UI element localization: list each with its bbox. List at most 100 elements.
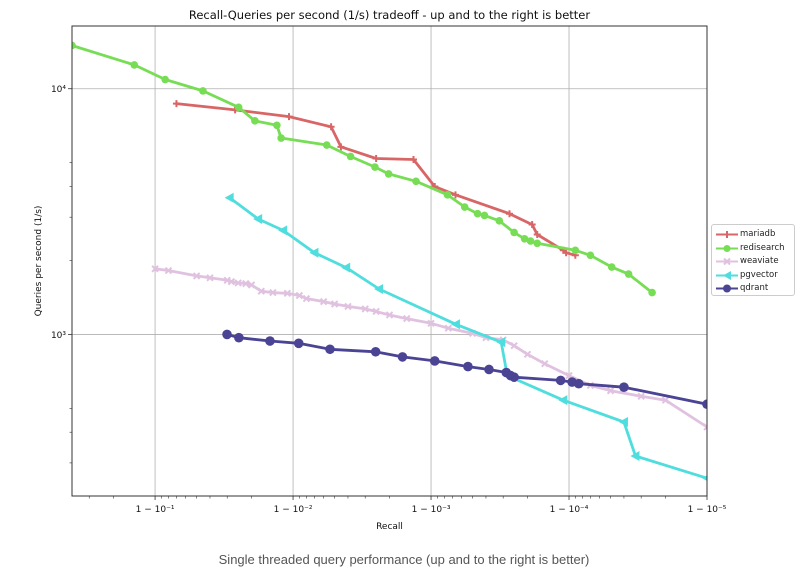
data-point-redisearch: [412, 177, 420, 186]
data-point-qdrant: [509, 372, 519, 382]
data-point-redisearch: [384, 170, 393, 178]
data-point-redisearch: [273, 121, 281, 130]
data-point-mariadb: [409, 156, 417, 164]
data-point-qdrant: [265, 336, 275, 346]
data-point-pgvector: [253, 213, 263, 224]
grid: [72, 26, 708, 496]
data-point-mariadb: [533, 231, 541, 239]
data-point-weaviate: [151, 265, 159, 273]
data-point-weaviate: [523, 350, 532, 359]
data-point-weaviate: [703, 423, 707, 431]
data-point-redisearch: [199, 87, 207, 95]
data-point-mariadb: [327, 123, 335, 131]
data-point-redisearch: [624, 270, 633, 278]
data-point-weaviate: [403, 314, 411, 323]
data-point-redisearch: [346, 152, 355, 161]
data-point-weaviate: [344, 302, 352, 311]
data-point-redisearch: [322, 141, 331, 149]
data-point-qdrant: [293, 338, 304, 349]
data-point-redisearch: [371, 163, 379, 171]
data-point-mariadb: [528, 221, 536, 229]
data-point-redisearch: [72, 41, 76, 50]
data-point-qdrant: [429, 356, 440, 366]
data-point-weaviate: [302, 294, 311, 303]
series-pgvector: [224, 192, 707, 481]
y-axis-label: Queries per second (1/s): [34, 206, 44, 317]
data-point-weaviate: [206, 274, 214, 282]
plot-frame: [71, 25, 708, 497]
legend-marker-pgvector: [716, 270, 738, 280]
data-point-mariadb: [451, 191, 459, 199]
series-line-pgvector: [228, 196, 707, 480]
data-point-weaviate: [427, 319, 435, 328]
data-point-qdrant: [573, 378, 584, 389]
data-point-qdrant: [555, 375, 566, 386]
series-weaviate: [151, 265, 707, 431]
series-layer: [72, 41, 707, 481]
legend-marker-redisearch: [716, 244, 738, 252]
data-point-redisearch: [526, 237, 535, 245]
data-point-redisearch: [460, 203, 469, 211]
data-point-pgvector: [450, 319, 460, 330]
data-point-pgvector: [618, 417, 628, 428]
data-point-weaviate: [295, 291, 304, 300]
legend-label-weaviate: weaviate: [740, 256, 779, 266]
data-point-redisearch: [473, 209, 482, 218]
legend-item-pgvector: pgvector: [712, 269, 796, 282]
data-point-redisearch: [443, 191, 452, 199]
data-point-mariadb: [505, 210, 513, 218]
data-point-qdrant: [325, 344, 335, 355]
data-point-redisearch: [520, 235, 529, 243]
data-point-redisearch: [571, 246, 580, 255]
data-point-weaviate: [247, 281, 256, 289]
data-point-redisearch: [533, 239, 542, 248]
data-point-weaviate: [330, 300, 339, 308]
data-point-qdrant: [397, 352, 408, 362]
series-redisearch: [72, 41, 656, 297]
data-point-qdrant: [370, 346, 381, 357]
data-point-pgvector: [374, 284, 384, 295]
data-point-redisearch: [480, 211, 489, 220]
data-point-mariadb: [337, 143, 345, 151]
data-point-weaviate: [192, 272, 201, 280]
data-point-mariadb: [172, 100, 180, 108]
data-point-weaviate: [361, 305, 369, 313]
data-point-weaviate: [385, 311, 394, 319]
data-point-weaviate: [372, 307, 380, 316]
data-point-pgvector: [702, 475, 707, 481]
data-point-pgvector: [278, 225, 288, 236]
data-point-weaviate: [319, 297, 328, 306]
data-point-redisearch: [130, 61, 139, 69]
x-tick-label: 1 − 10⁻⁵: [688, 505, 727, 515]
data-point-qdrant: [702, 399, 707, 410]
data-point-redisearch: [277, 134, 285, 142]
x-tick-label: 1 − 10⁻¹: [136, 505, 175, 515]
data-point-redisearch: [161, 75, 169, 84]
legend-marker-mariadb: [716, 231, 738, 238]
data-point-weaviate: [164, 266, 173, 275]
data-point-redisearch: [234, 103, 243, 112]
data-point-weaviate: [541, 360, 549, 368]
figure-caption: Single threaded query performance (up an…: [218, 552, 590, 567]
legend-label-pgvector: pgvector: [740, 269, 778, 280]
data-point-weaviate: [283, 289, 292, 298]
data-point-pgvector: [224, 192, 234, 203]
data-point-qdrant: [234, 332, 244, 343]
data-point-weaviate: [444, 324, 452, 332]
legend-item-redisearch: redisearch: [712, 242, 796, 255]
x-tick-label: 1 − 10⁻⁴: [550, 505, 589, 515]
data-point-weaviate: [637, 392, 645, 401]
y-tick-label: 10⁴: [51, 85, 66, 95]
data-point-mariadb: [562, 249, 570, 257]
data-point-weaviate: [661, 396, 670, 404]
series-line-redisearch: [72, 44, 653, 294]
data-point-qdrant: [619, 382, 629, 392]
data-point-redisearch: [510, 228, 518, 237]
series-qdrant: [222, 329, 707, 410]
data-point-redisearch: [251, 117, 259, 125]
data-point-weaviate: [242, 279, 250, 288]
legend-item-qdrant: qdrant: [712, 282, 796, 295]
legend-marker-qdrant: [716, 284, 738, 293]
data-point-qdrant: [484, 364, 494, 375]
